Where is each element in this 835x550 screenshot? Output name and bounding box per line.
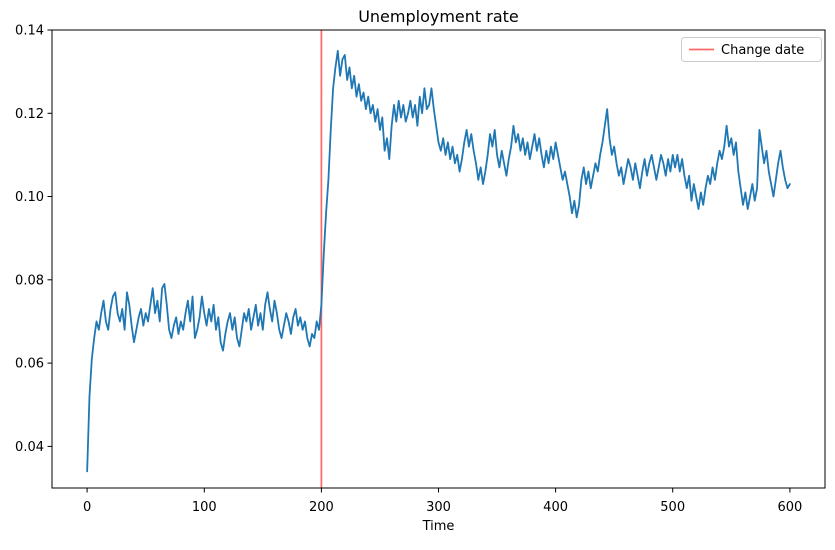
x-axis-label: Time — [422, 519, 455, 534]
legend-box — [681, 37, 822, 62]
x-tick-label: 500 — [660, 500, 685, 515]
y-tick-label: 0.10 — [15, 190, 44, 205]
unemployment-series-line — [86, 49, 791, 473]
x-axis-ticks: 0 100 200 300 400 500 600 — [83, 488, 802, 515]
y-tick-label: 0.12 — [15, 107, 44, 122]
x-tick-label: 300 — [426, 500, 451, 515]
legend-label: Change date — [721, 43, 804, 58]
plot-area: 0 100 200 300 400 500 600 0.04 0.06 0.08 0.10 0.12… — [15, 24, 826, 515]
x-tick-label: 200 — [309, 500, 334, 515]
axes-frame — [51, 29, 826, 489]
x-tick-label: 0 — [83, 500, 91, 515]
x-tick-label: 400 — [543, 500, 568, 515]
chart-title: Unemployment rate — [358, 7, 519, 26]
y-tick-label: 0.14 — [15, 24, 44, 39]
x-tick-label: 600 — [777, 500, 802, 515]
y-axis-ticks: 0.04 0.06 0.08 0.10 0.12 0.14 — [15, 24, 52, 455]
legend: Change date — [681, 37, 822, 62]
x-tick-label: 100 — [192, 500, 217, 515]
y-tick-label: 0.04 — [15, 440, 44, 455]
y-tick-label: 0.06 — [15, 357, 44, 372]
y-tick-label: 0.08 — [15, 273, 44, 288]
